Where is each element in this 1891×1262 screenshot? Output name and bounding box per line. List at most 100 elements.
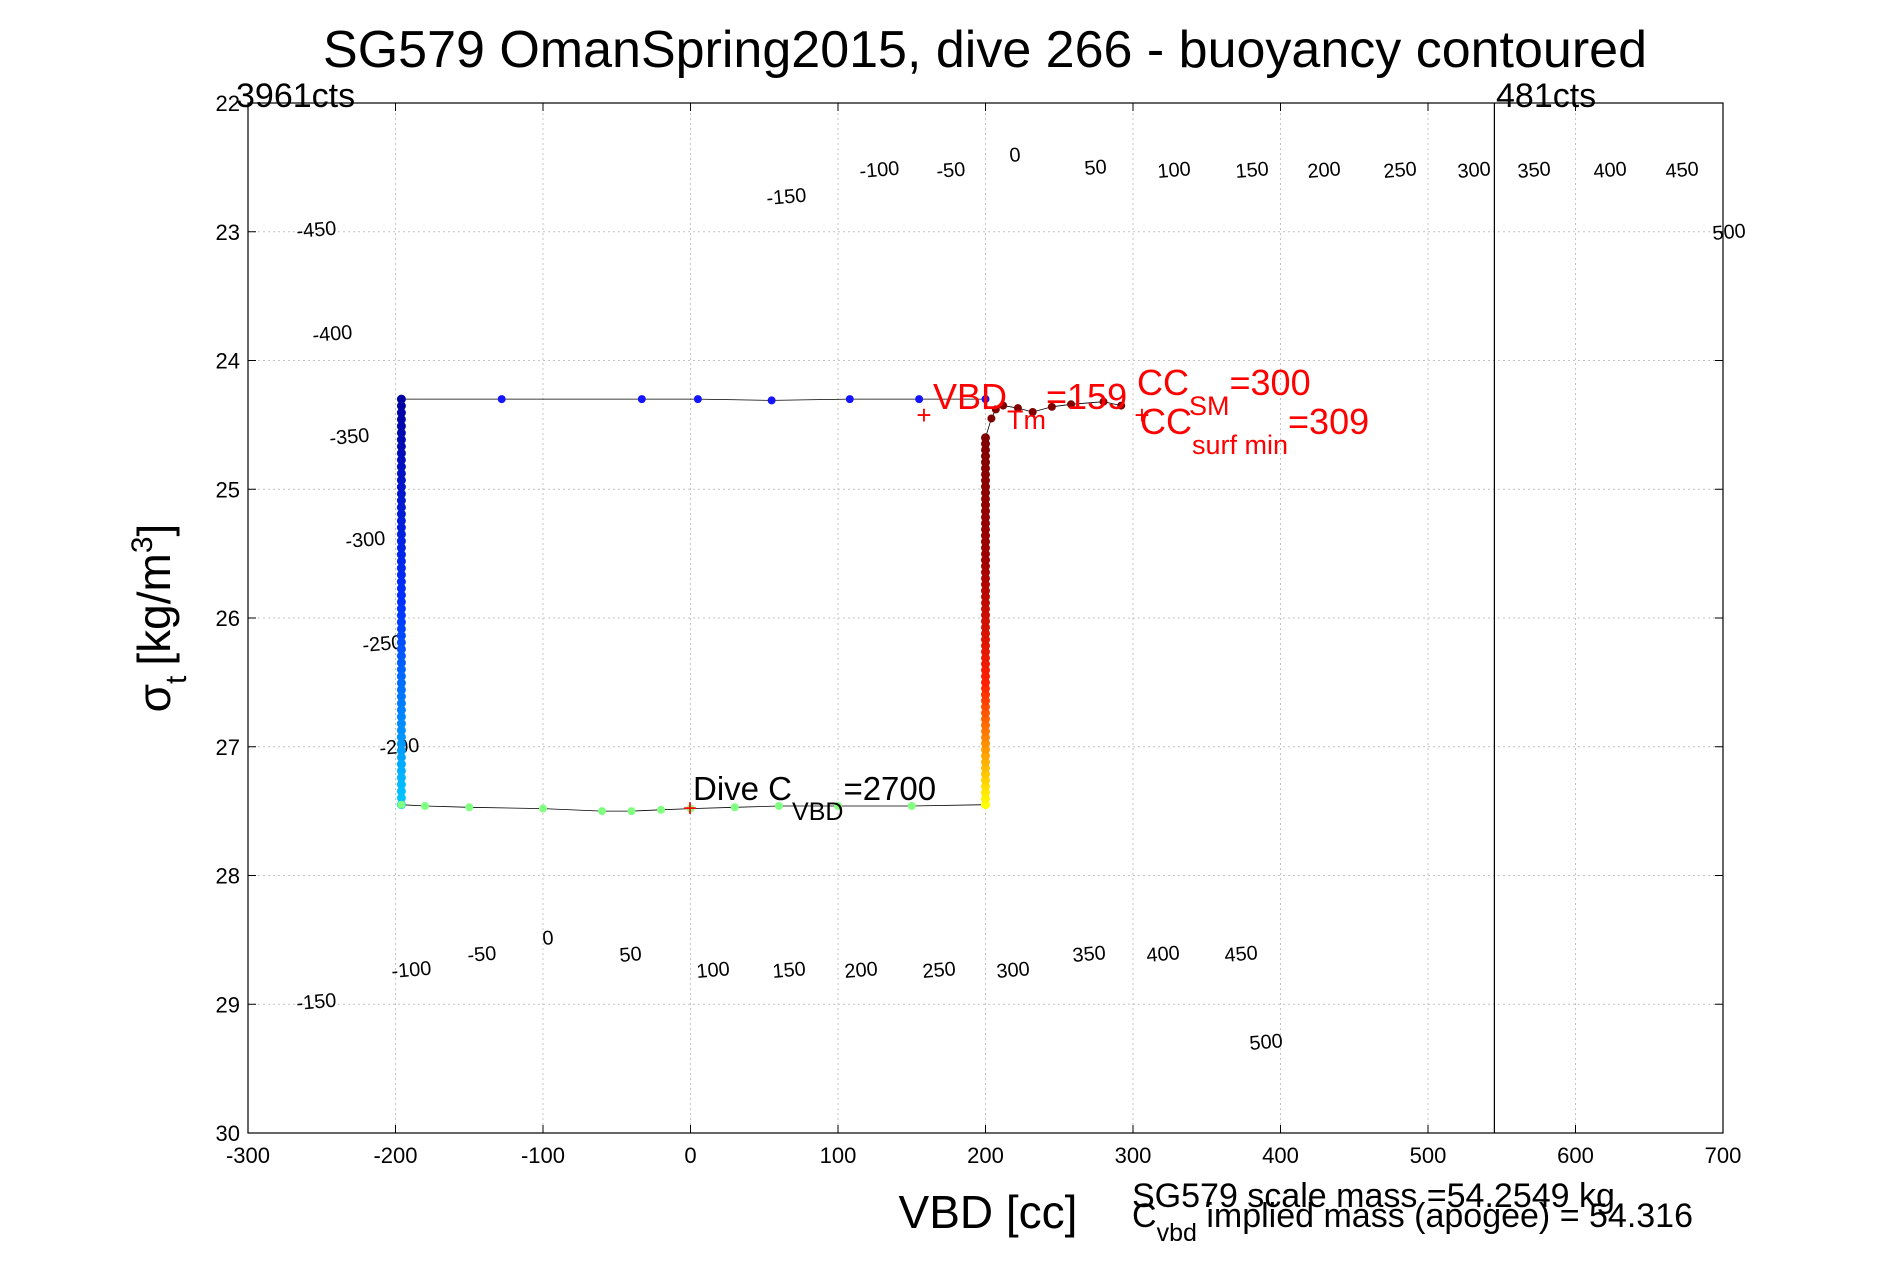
bottom-point: [539, 804, 547, 813]
contour-label-bottom: -50: [467, 943, 498, 967]
bottom-point: [686, 804, 695, 813]
y-tick-label: 27: [216, 735, 240, 760]
descent-point: [396, 665, 406, 674]
contour-label-bottom: -150: [296, 990, 338, 1015]
implied-mass-main: C: [1132, 1197, 1157, 1235]
surface-point: [999, 401, 1008, 410]
y-tick-label: 30: [216, 1121, 240, 1146]
y-axis-title: σt [kg/m3]: [126, 524, 193, 713]
x-tick-label: 500: [1410, 1143, 1447, 1168]
descent-point: [396, 516, 406, 526]
y-axis-close: ]: [128, 524, 180, 537]
contour-label-bottom: -100: [391, 958, 433, 983]
cc-sm-tail: =300: [1230, 362, 1311, 403]
y-tick-label: 23: [216, 220, 240, 245]
dive-track: [396, 394, 1126, 816]
axis-ticks: -300 -200 -100 0 100 200 300 400 500 600 700222324…: [216, 91, 1742, 1168]
descent-point: [396, 671, 406, 681]
contour-label-top: 150: [1235, 158, 1270, 183]
descent-point: [396, 746, 406, 756]
descent-point: [396, 631, 406, 641]
contour-label-top: -250: [362, 632, 404, 657]
dive-point: [981, 395, 990, 404]
contour-label-top: -100: [859, 158, 901, 183]
descent-point: [396, 441, 406, 451]
bottom-point: [465, 803, 474, 812]
vbd-tm-marker: +: [916, 400, 931, 430]
dive-c-vbd-main: Dive C: [693, 770, 792, 807]
contour-label-bottom: 300: [996, 958, 1031, 983]
vbd-tm-label: VBDTm=159: [933, 376, 1127, 435]
descent-point: [396, 752, 406, 762]
surface-point: [1099, 397, 1108, 406]
cc-surf-min-tail: =309: [1288, 401, 1369, 442]
x-axis-title: VBD [cc]: [899, 1186, 1078, 1238]
vbd-tm-annotation: + VBDTm=159: [916, 376, 1127, 435]
x-tick-label: 0: [684, 1143, 696, 1168]
descent-point: [396, 583, 406, 593]
contour-label-bottom: 250: [922, 958, 957, 983]
x-tick-label: 400: [1262, 1143, 1299, 1168]
descent-point: [396, 523, 406, 533]
dive-point: [845, 395, 854, 404]
contour-labels: -450-400-350-300-250-200-150-100-5005010…: [296, 144, 1747, 1055]
bottom-point: [397, 800, 406, 809]
contour-label-top: -450: [296, 218, 338, 243]
dive-c-vbd-annotation: + Dive CVBD=2700: [683, 770, 936, 826]
x-tick-label: 700: [1705, 1143, 1742, 1168]
descent-point: [396, 509, 406, 519]
vbd-tm-main: VBD: [933, 376, 1007, 417]
y-axis-symbol: σ: [128, 684, 180, 712]
bottom-point: [657, 805, 665, 814]
descent-point: [396, 624, 406, 634]
x-tick-label: 600: [1557, 1143, 1594, 1168]
surface-point: [981, 433, 990, 442]
contour-label-top: 200: [1307, 158, 1342, 183]
descent-point: [396, 698, 406, 708]
contour-label-top: -50: [936, 159, 967, 183]
x-tick-label: -300: [226, 1143, 270, 1168]
dive-c-vbd-marker: +: [683, 795, 697, 822]
bottom-point: [730, 803, 739, 812]
descent-point: [396, 712, 406, 722]
descent-point: [396, 766, 406, 776]
y-axis-sub: t: [160, 675, 193, 684]
y-axis-sup: 3: [126, 536, 159, 553]
contour-label-bottom: 100: [696, 958, 731, 983]
dive-point: [767, 396, 776, 405]
descent-point: [396, 502, 406, 512]
descent-point: [396, 421, 406, 431]
dive-c-vbd-tail: =2700: [843, 770, 936, 807]
chart-title: SG579 OmanSpring2015, dive 266 - buoyanc…: [323, 21, 1647, 79]
bottom-point: [627, 807, 636, 816]
contour-label-top: -350: [329, 425, 371, 450]
contour-label-top: 250: [1383, 158, 1418, 183]
descent-point: [396, 719, 406, 729]
descent-point: [396, 428, 406, 438]
contour-label-top: 350: [1517, 158, 1552, 183]
x-tick-label: -100: [521, 1143, 565, 1168]
descent-point: [396, 529, 406, 539]
contour-label-bottom: 0: [542, 927, 555, 950]
contour-label-bottom: 350: [1072, 942, 1107, 967]
contour-label-top: -150: [766, 185, 808, 210]
cc-surf-min-main: CC: [1140, 401, 1192, 442]
y-tick-label: 26: [216, 606, 240, 631]
x-tick-label: 100: [820, 1143, 857, 1168]
descent-point: [396, 543, 406, 553]
scale-mass-note: SG579 scale mass =54.2549 kg: [1132, 1177, 1615, 1215]
cc-sm-sub: SM: [1189, 391, 1230, 421]
descent-point: [396, 678, 406, 688]
descent-point: [396, 455, 406, 465]
y-tick-label: 29: [216, 992, 240, 1017]
dive-c-vbd-sub: VBD: [792, 798, 843, 826]
contour-label-bottom: 450: [1224, 942, 1259, 967]
vbd-tm-sub: Tm: [1007, 405, 1046, 435]
bottom-point: [421, 801, 429, 810]
descent-point: [396, 759, 406, 769]
surface-point: [1067, 400, 1076, 409]
x-tick-label: -200: [373, 1143, 417, 1168]
descent-point: [396, 489, 406, 499]
contour-label-top: 0: [1009, 144, 1022, 167]
